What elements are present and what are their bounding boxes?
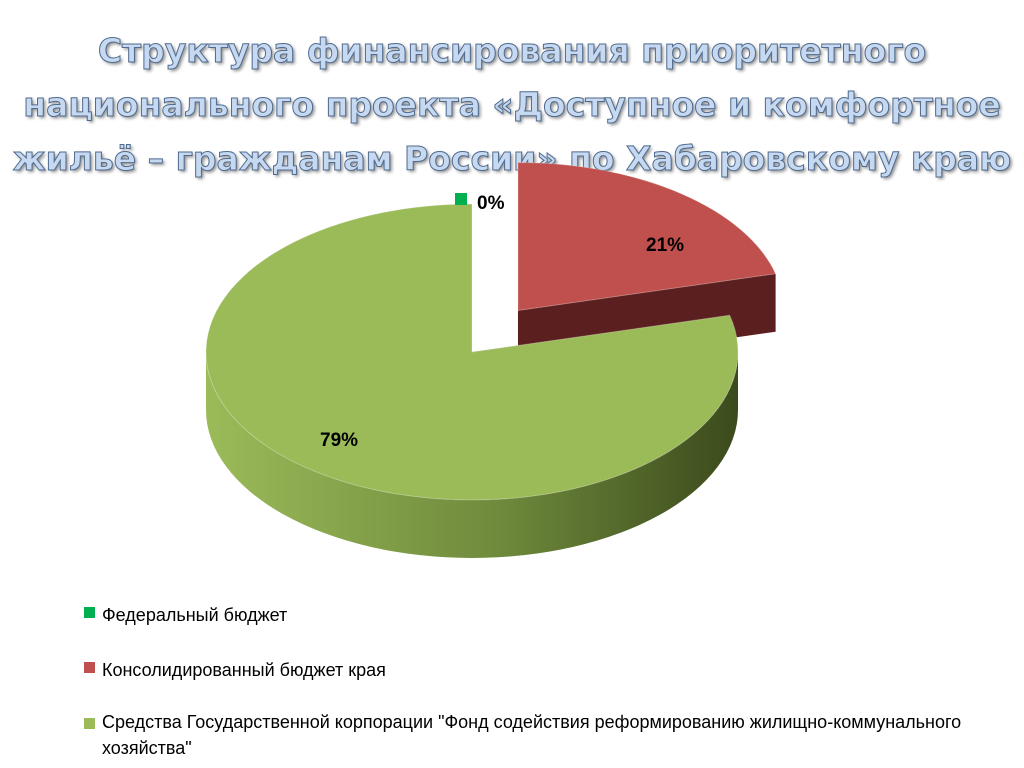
- legend-swatch-regional: [84, 662, 95, 673]
- slide-title: Структура финансирования приоритетного н…: [0, 24, 1024, 186]
- pie-chart: 0% 21% 79%: [205, 162, 777, 558]
- slice-fund: [205, 203, 739, 501]
- legend-swatch-fund: [84, 718, 95, 729]
- legend-swatch-federal: [84, 607, 95, 618]
- data-label-federal: 0%: [477, 193, 505, 214]
- legend-item-regional: Консолидированный бюджет края: [84, 657, 386, 683]
- title-line-3: жильё – гражданам России» по Хабаровском…: [12, 139, 1012, 179]
- legend-item-federal: Федеральный бюджет: [84, 602, 287, 628]
- title-line-1: Структура финансирования приоритетного: [97, 31, 927, 71]
- slice-regional: [517, 162, 777, 312]
- legend-item-fund: Средства Государственной корпорации "Фон…: [84, 712, 972, 761]
- label-marker-federal: [455, 193, 467, 205]
- title-line-2: национального проекта «Доступное и комфо…: [23, 85, 1001, 125]
- legend-label-federal: Федеральный бюджет: [102, 605, 288, 625]
- legend-label-regional: Консолидированный бюджет края: [102, 660, 386, 680]
- legend-label-fund: Средства Государственной корпорации "Фон…: [102, 712, 962, 758]
- data-label-fund: 79%: [320, 430, 358, 451]
- data-label-regional: 21%: [646, 235, 684, 256]
